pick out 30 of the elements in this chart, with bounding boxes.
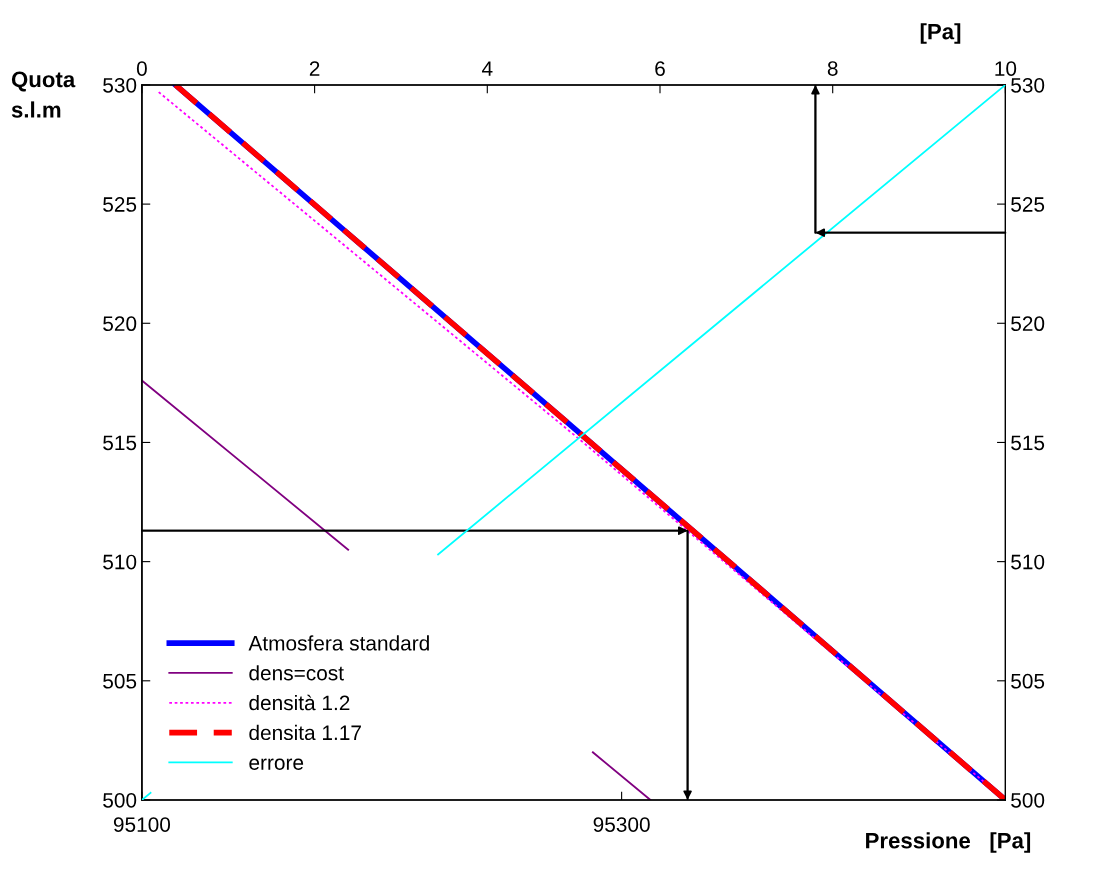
y-tick-label: 525: [103, 197, 137, 212]
legend-label: errore: [249, 758, 304, 770]
y2-tick-label: 530: [1011, 77, 1045, 93]
y-tick-label: 505: [103, 673, 137, 689]
x2-tick-label: 6: [655, 61, 665, 76]
y-tick-label: 530: [103, 77, 137, 93]
legend-label: densita 1.17: [249, 724, 361, 741]
x2-tick-label: 8: [827, 61, 838, 76]
y-tick-label: 510: [103, 554, 137, 570]
x2-axis-title: [Pa]: [920, 23, 961, 44]
y-axis-title: Quota s.l.m: [11, 71, 76, 118]
x-axis-title: Pressione [Pa]: [866, 832, 1031, 853]
x2-tick-label: 4: [481, 61, 493, 76]
legend-label: densità 1.2: [249, 694, 350, 711]
x2-tick-label: 10: [995, 61, 1017, 76]
y2-tick-label: 515: [1011, 435, 1045, 451]
y2-tick-label: 500: [1011, 792, 1045, 808]
x-tick-label: 95300: [593, 817, 650, 832]
legend-label: dens=cost: [249, 665, 344, 681]
y-tick-label: 500: [103, 792, 137, 808]
y-tick-label: 515: [103, 435, 137, 451]
legend-label: Atmosfera standard: [248, 635, 429, 651]
x2-tick-label: 2: [309, 61, 320, 76]
y2-tick-label: 510: [1011, 554, 1045, 570]
x2-tick-label: 0: [136, 61, 147, 76]
y2-tick-label: 505: [1011, 673, 1045, 689]
x-tick-label: 95100: [113, 817, 171, 832]
y2-tick-label: 525: [1011, 197, 1045, 212]
y-tick-label: 520: [103, 316, 137, 332]
y2-tick-label: 520: [1011, 316, 1045, 332]
